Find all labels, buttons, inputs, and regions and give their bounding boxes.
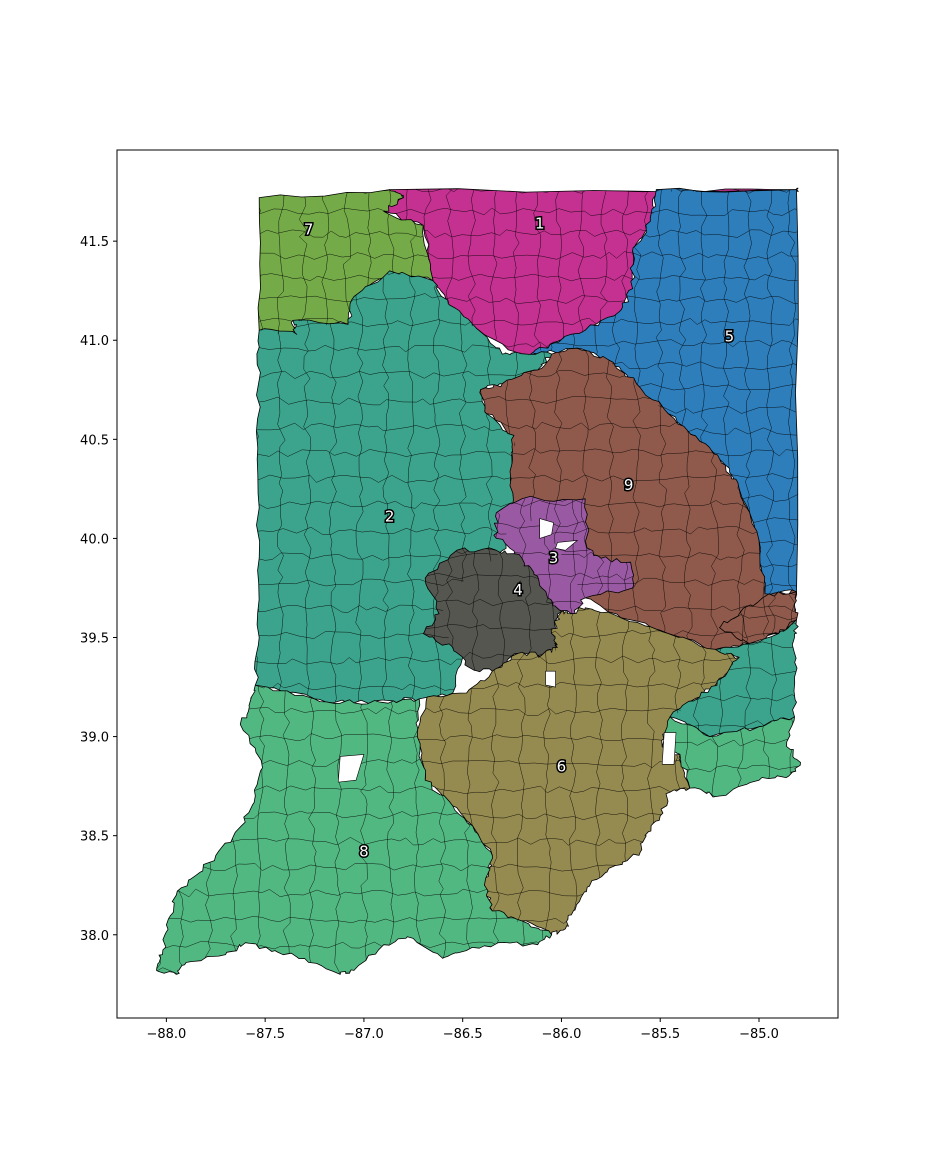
axes-frame	[116, 149, 839, 1019]
map-hole	[539, 518, 554, 539]
y-tick-label: 39.5	[80, 632, 109, 647]
x-tick-label: −85.5	[640, 1027, 680, 1042]
district-label-3: 3	[549, 549, 559, 567]
district-8-area	[156, 684, 552, 975]
x-tick-label: −86.5	[443, 1027, 483, 1042]
y-tick-label: 40.0	[80, 532, 109, 547]
x-tick-label: −86.0	[542, 1027, 582, 1042]
district-label-7: 7	[304, 220, 314, 238]
map-hole	[555, 540, 579, 551]
district-label-6: 6	[557, 757, 567, 775]
y-axis: 38.0 38.5 39.0 39.5 40.0 40.5 41.0 41.5	[80, 235, 117, 944]
x-tick-label: −87.5	[245, 1027, 285, 1042]
district-label-5: 5	[725, 327, 735, 345]
district-9-precincts	[719, 591, 798, 644]
district-layer	[156, 187, 801, 975]
y-tick-label: 39.0	[80, 731, 109, 746]
district-8-precincts	[662, 716, 801, 797]
x-axis: −88.0 −87.5 −87.0 −86.5 −86.0 −85.5 −85.0	[146, 1018, 779, 1042]
district-label-8: 8	[359, 843, 369, 861]
precinct-boundaries	[156, 188, 801, 975]
y-tick-label: 38.5	[80, 830, 109, 845]
map-hole	[661, 732, 677, 765]
x-tick-label: −88.0	[146, 1027, 186, 1042]
map-hole	[337, 754, 365, 783]
x-tick-label: −85.0	[739, 1027, 779, 1042]
district-labels: 1 5 7 2 9 3 4 6 8	[302, 213, 735, 862]
district-9-area	[719, 591, 799, 644]
y-tick-label: 41.0	[80, 334, 109, 349]
district-label-9: 9	[624, 476, 634, 494]
district-8-area	[661, 716, 801, 798]
y-tick-label: 40.5	[80, 433, 109, 448]
map-hole	[545, 670, 556, 688]
map-holes	[337, 518, 677, 783]
district-label-1: 1	[535, 214, 545, 232]
district-label-4: 4	[513, 581, 523, 599]
district-label-2: 2	[385, 508, 395, 526]
x-tick-label: −87.0	[344, 1027, 384, 1042]
y-tick-label: 38.0	[80, 929, 109, 944]
y-tick-label: 41.5	[80, 235, 109, 250]
